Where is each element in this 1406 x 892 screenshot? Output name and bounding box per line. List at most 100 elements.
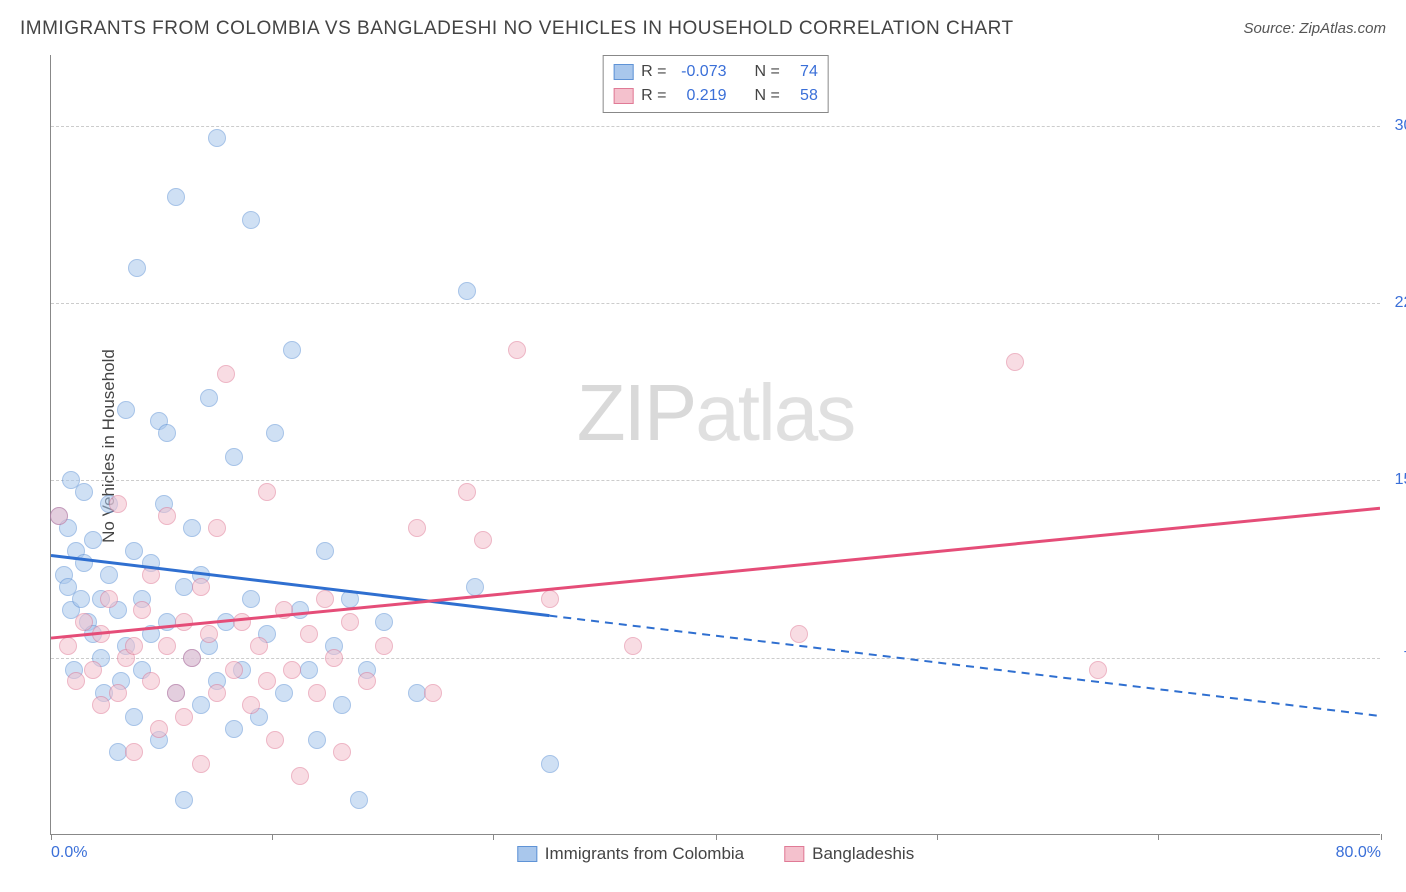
- scatter-point: [208, 129, 226, 147]
- scatter-point: [175, 708, 193, 726]
- y-tick-label: 22.5%: [1385, 294, 1406, 312]
- scatter-point: [208, 519, 226, 537]
- y-tick-label: 7.5%: [1385, 649, 1406, 667]
- scatter-point: [100, 566, 118, 584]
- scatter-point: [125, 708, 143, 726]
- scatter-point: [158, 637, 176, 655]
- x-tick-mark: [1158, 834, 1159, 840]
- scatter-point: [183, 649, 201, 667]
- scatter-point: [508, 341, 526, 359]
- x-tick-mark: [51, 834, 52, 840]
- x-tick-label: 0.0%: [51, 844, 87, 862]
- legend-swatch: [517, 846, 537, 862]
- scatter-point: [790, 625, 808, 643]
- trend-line-dashed: [549, 616, 1380, 716]
- legend-series-name: Bangladeshis: [812, 844, 914, 864]
- scatter-point: [341, 613, 359, 631]
- scatter-point: [275, 601, 293, 619]
- y-tick-label: 30.0%: [1385, 117, 1406, 135]
- scatter-point: [1006, 353, 1024, 371]
- series-legend: Immigrants from Colombia Bangladeshis: [517, 844, 914, 864]
- x-tick-mark: [493, 834, 494, 840]
- y-tick-label: 15.0%: [1385, 471, 1406, 489]
- legend-series-name: Immigrants from Colombia: [545, 844, 744, 864]
- scatter-point: [458, 282, 476, 300]
- scatter-point: [225, 661, 243, 679]
- correlation-legend: R = -0.073 N = 74 R = 0.219 N = 58: [602, 55, 829, 113]
- x-tick-mark: [1381, 834, 1382, 840]
- scatter-point: [474, 531, 492, 549]
- r-value: -0.073: [675, 60, 727, 84]
- scatter-point: [266, 424, 284, 442]
- scatter-point: [100, 590, 118, 608]
- scatter-point: [128, 259, 146, 277]
- scatter-point: [458, 483, 476, 501]
- scatter-point: [117, 401, 135, 419]
- scatter-point: [258, 483, 276, 501]
- scatter-point: [183, 519, 201, 537]
- plot-area: ZIPatlas R =-0.073N =74R =0.219N =58 Imm…: [50, 55, 1380, 835]
- scatter-point: [275, 684, 293, 702]
- scatter-point: [133, 601, 151, 619]
- scatter-point: [75, 613, 93, 631]
- scatter-point: [316, 542, 334, 560]
- gridline-horizontal: [51, 303, 1380, 304]
- scatter-point: [84, 531, 102, 549]
- scatter-point: [375, 637, 393, 655]
- scatter-point: [217, 613, 235, 631]
- x-tick-mark: [272, 834, 273, 840]
- gridline-horizontal: [51, 480, 1380, 481]
- n-label: N =: [755, 60, 780, 84]
- legend-swatch: [613, 64, 633, 80]
- scatter-point: [283, 661, 301, 679]
- scatter-point: [283, 341, 301, 359]
- r-value: 0.219: [675, 84, 727, 108]
- scatter-point: [258, 672, 276, 690]
- scatter-point: [624, 637, 642, 655]
- scatter-point: [1089, 661, 1107, 679]
- scatter-point: [167, 188, 185, 206]
- scatter-point: [92, 625, 110, 643]
- scatter-point: [142, 566, 160, 584]
- scatter-point: [75, 554, 93, 572]
- scatter-point: [333, 696, 351, 714]
- scatter-point: [175, 613, 193, 631]
- scatter-point: [225, 448, 243, 466]
- scatter-point: [308, 731, 326, 749]
- scatter-point: [217, 365, 235, 383]
- x-tick-mark: [716, 834, 717, 840]
- scatter-point: [192, 755, 210, 773]
- n-value: 58: [788, 84, 818, 108]
- scatter-point: [125, 743, 143, 761]
- scatter-point: [109, 743, 127, 761]
- scatter-point: [541, 755, 559, 773]
- watermark-bold: ZIP: [577, 368, 695, 457]
- scatter-point: [192, 578, 210, 596]
- watermark-light: atlas: [695, 368, 854, 457]
- n-value: 74: [788, 60, 818, 84]
- source-attribution: Source: ZipAtlas.com: [1243, 20, 1386, 37]
- scatter-point: [158, 613, 176, 631]
- r-label: R =: [641, 84, 666, 108]
- scatter-point: [424, 684, 442, 702]
- legend-swatch: [613, 88, 633, 104]
- scatter-point: [158, 507, 176, 525]
- scatter-point: [233, 613, 251, 631]
- scatter-point: [325, 649, 343, 667]
- scatter-point: [75, 483, 93, 501]
- scatter-point: [291, 601, 309, 619]
- scatter-point: [175, 578, 193, 596]
- scatter-point: [150, 720, 168, 738]
- scatter-point: [109, 495, 127, 513]
- scatter-point: [300, 625, 318, 643]
- scatter-point: [142, 672, 160, 690]
- scatter-point: [59, 637, 77, 655]
- x-tick-mark: [937, 834, 938, 840]
- r-label: R =: [641, 60, 666, 84]
- n-label: N =: [755, 84, 780, 108]
- legend-stat-row: R = 0.219 N = 58: [613, 84, 818, 108]
- scatter-point: [109, 684, 127, 702]
- scatter-point: [167, 684, 185, 702]
- scatter-point: [158, 424, 176, 442]
- scatter-point: [92, 696, 110, 714]
